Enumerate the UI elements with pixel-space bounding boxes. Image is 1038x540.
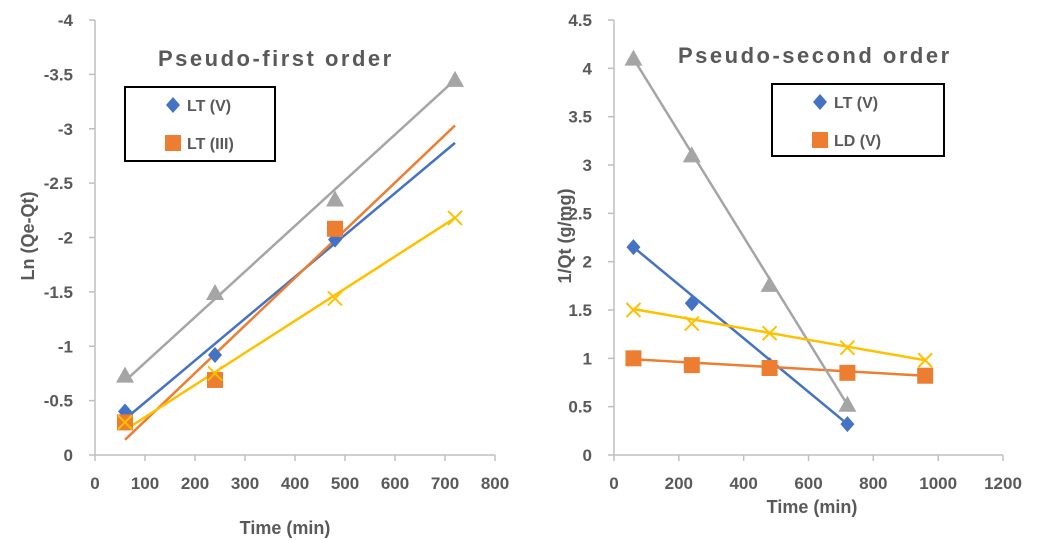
x-tick-label: 400 [281,474,309,493]
series-4-point [761,325,778,341]
series-1-trendline [632,246,849,426]
y-tick-label: -0.5 [44,392,73,411]
chart-title: Pseudo-second order [678,43,952,68]
series-4-point [917,352,933,368]
x-tick-label: 200 [665,474,693,493]
x-tick-label: 600 [381,474,409,493]
series-2-point [327,220,343,237]
series-4-point [684,315,700,332]
legend: LT (V) LD (V) [771,83,945,157]
y-tick-label: -2 [58,229,73,248]
y-tick-label: 2.5 [568,204,592,223]
series-4-point [839,339,856,356]
series-4-point [327,290,343,307]
x-axis-label: Time (min) [767,497,858,517]
y-tick-label: 0 [64,446,73,465]
x-tick-label: 800 [481,474,509,493]
series-3-point [624,49,643,66]
y-tick-label: 1 [583,349,592,368]
y-tick-label: -2.5 [44,174,73,193]
chart-2: 0 200 400 600 800 1000 1200 0 0.5 1 1.5 2 2.5 3 3.5 4 4.… [555,11,1022,517]
series-2-point [761,360,778,376]
x-axis-label: Time (min) [240,518,331,538]
y-tick-label: 3 [583,156,592,175]
y-axis-label: 1/Qt (g/mg) [555,189,575,284]
y-axis-label: Ln (Qe-Qt) [18,192,38,281]
legend-box [771,83,945,157]
x-tick-label: 1200 [984,474,1022,493]
series-3-point [206,283,224,300]
series-2-point [207,371,223,388]
x-tick-label: 600 [794,474,822,493]
x-tick-label: 1000 [919,474,957,493]
legend-label: LT (III) [187,136,234,153]
series-4-point [625,302,642,318]
series-3-point [682,146,701,163]
x-tick-label: 700 [431,474,459,493]
chart-title: Pseudo-first order [158,46,394,71]
y-tick-label: -3.5 [44,65,73,84]
series-1-point [208,346,222,363]
series-3-point [760,275,779,292]
legend-label: LT (V) [834,95,878,112]
legend-label: LT (V) [187,98,231,115]
series-2-point [625,350,642,367]
series-1-point [840,416,855,433]
series-2-point [839,364,856,381]
x-tick-label: 300 [231,474,259,493]
series-3-point [116,366,134,383]
y-tick-label: 3.5 [568,108,592,127]
series-1-point [684,295,699,312]
series-3-trendline [632,58,849,406]
legend-label: LD (V) [834,133,881,150]
series-4-trendline [124,216,456,432]
series-4-point [447,210,463,226]
series-2-point [917,367,934,384]
series-3-trendline [124,78,456,382]
legend-marker [812,132,828,148]
legend-marker [166,97,180,113]
series-4-point [207,365,223,382]
series-2-trendline [124,124,456,441]
y-tick-label: 0.5 [568,398,592,417]
x-tick-label: 800 [859,474,887,493]
series-1-point [626,239,641,256]
legend-marker [165,135,181,151]
x-tick-label: 0 [609,474,618,493]
x-tick-label: 500 [331,474,359,493]
y-tick-label: 2 [583,253,592,272]
y-tick-label: 4.5 [568,11,592,30]
chart-1: 0 100 200 300 400 500 600 700 800 0 -0.5 -1 -1.5 -2 -2… [18,11,509,538]
y-tick-label: 0 [583,446,592,465]
y-tick-label: -3 [58,120,73,139]
y-tick-label: -1.5 [44,283,73,302]
legend-box [124,86,276,162]
x-tick-label: 100 [131,474,159,493]
x-tick-label: 400 [729,474,757,493]
series-4-point [117,414,133,431]
y-tick-label: 4 [583,59,593,78]
x-tick-label: 0 [90,474,99,493]
y-tick-label: -4 [58,11,74,30]
series-2-point [683,357,700,374]
series-2-trendline [633,358,926,377]
legend-marker [813,94,827,110]
series-3-point [446,70,464,87]
series-3-point [326,190,344,207]
series-3-point [838,395,857,412]
y-tick-label: -1 [58,337,73,356]
legend: LT (V) LT (III) [124,86,276,162]
x-tick-label: 200 [181,474,209,493]
series-4-trendline [633,307,926,362]
y-tick-label: 1.5 [568,301,592,320]
